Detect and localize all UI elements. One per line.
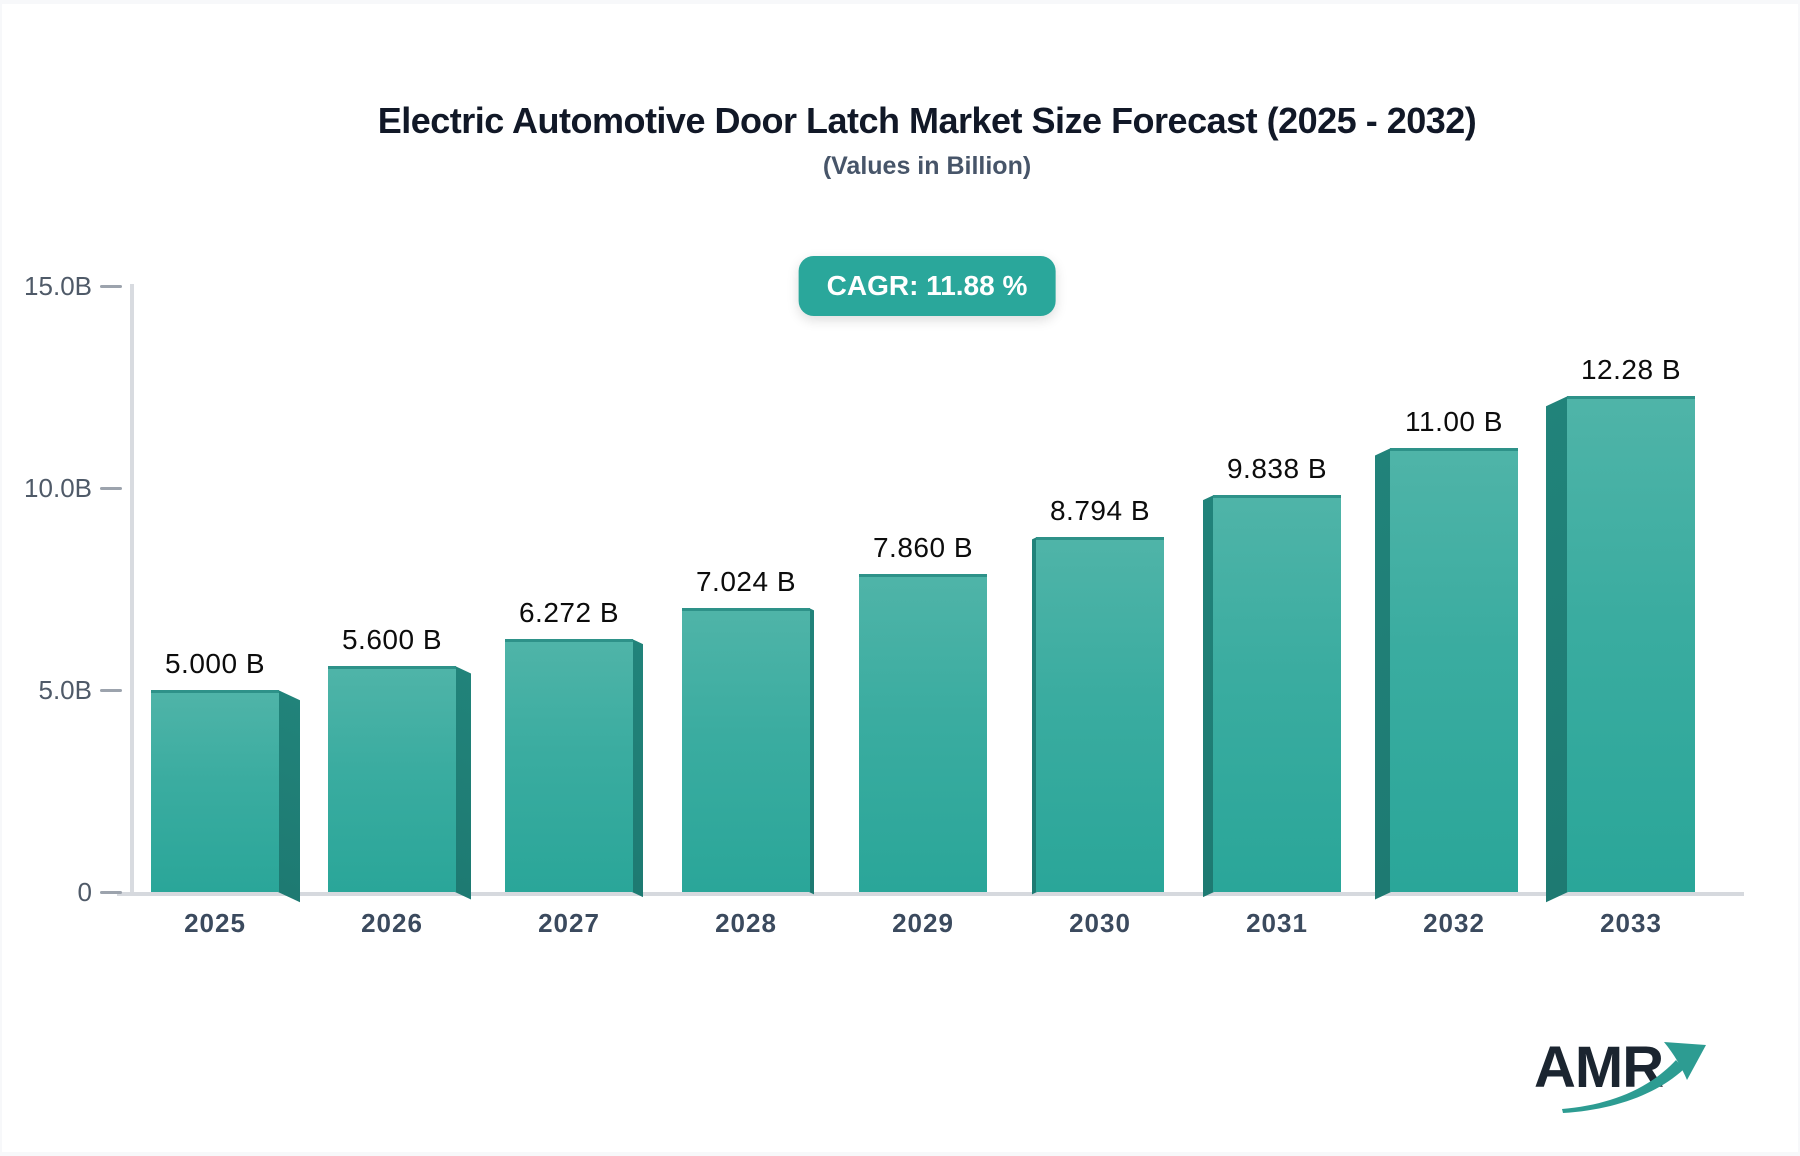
bar-side-face [455,666,471,900]
bar-2028 [682,608,810,892]
bar-value-label: 6.272 B [518,597,620,628]
y-axis-tick [100,285,122,288]
x-axis-line [117,892,1744,896]
bar-2030 [1036,537,1164,892]
bar-value-label: 11.00 B [1405,406,1503,437]
bar-side-face [632,639,643,898]
amr-logo-arrow-icon [1562,1042,1706,1113]
x-axis-label-2031: 2031 [1246,908,1308,938]
chart-card: Electric Automotive Door Latch Market Si… [2,4,1798,1152]
y-axis-tick-label: 5.0B [38,675,93,705]
bar-chart-plot: 15.0B 10.0B 5.0B 0 5.000 B 2025 5.600 B 2026 6.2… [2,4,1798,1152]
y-axis-tick [100,689,122,692]
x-axis-label-2033: 2033 [1600,908,1662,938]
bar-2029 [859,574,987,892]
y-axis-tick-label: 10.0B [24,473,92,503]
bar-2031 [1213,495,1341,892]
bar-2032 [1390,448,1518,892]
y-axis-line [130,284,134,894]
y-axis-tick-label: 15.0B [24,271,92,301]
x-axis-label-2032: 2032 [1423,908,1485,938]
bar-2025 [151,690,279,892]
cagr-badge-label: CAGR: 11.88 % [826,270,1028,301]
x-axis-label-2029: 2029 [892,908,954,938]
bar-2026 [328,666,456,892]
bar-side-face [1375,448,1391,900]
y-axis-tick [100,487,122,490]
bar-value-label: 5.000 B [164,648,266,679]
y-axis-tick-label: 0 [77,877,92,907]
bar-value-label: 7.024 B [695,566,797,597]
y-axis-tick [100,891,122,894]
x-axis-label-2027: 2027 [538,908,600,938]
chart-title: Electric Automotive Door Latch Market Si… [377,100,1477,141]
bar-2027 [505,639,633,892]
x-axis-label-2030: 2030 [1069,908,1131,938]
bar-value-label: 8.794 B [1049,495,1151,526]
bar-side-face [1546,396,1568,903]
bar-side-face [278,690,300,903]
bar-value-label: 9.838 B [1226,453,1328,484]
amr-logo: AMR [1534,1034,1734,1124]
chart-subtitle: (Values in Billion) [822,152,1032,180]
cagr-badge: CAGR: 11.88 % [798,256,1056,316]
x-axis-label-2025: 2025 [184,908,246,938]
x-axis-label-2026: 2026 [361,908,423,938]
bar-2033 [1567,396,1695,892]
bar-value-label: 7.860 B [872,532,974,563]
bar-value-label: 5.600 B [341,624,443,655]
bar-value-label: 12.28 B [1580,354,1682,385]
x-axis-label-2028: 2028 [715,908,777,938]
